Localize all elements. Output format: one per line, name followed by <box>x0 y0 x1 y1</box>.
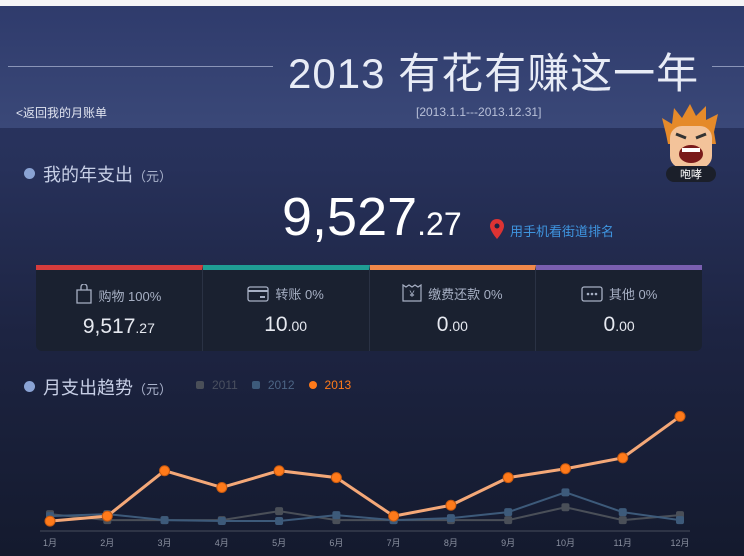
divider <box>8 66 273 67</box>
data-point[interactable] <box>101 510 113 522</box>
receipt-icon: ¥ <box>402 283 422 302</box>
x-tick-label: 3月 <box>158 538 172 548</box>
data-point[interactable] <box>159 465 171 477</box>
series-line-2012 <box>49 491 681 523</box>
trend-heading: 月支出趋势（元） <box>24 374 172 400</box>
location-pin-icon <box>490 219 504 239</box>
data-point[interactable] <box>216 481 228 493</box>
data-point[interactable] <box>559 463 571 475</box>
data-point[interactable] <box>44 515 56 527</box>
annual-heading: 我的年支出（元） <box>24 161 172 187</box>
data-point[interactable] <box>618 508 627 517</box>
data-point[interactable] <box>617 452 629 464</box>
category-bills[interactable]: ¥ 缴费还款 0% 0.00 <box>369 265 537 351</box>
x-tick-label: 1月 <box>43 538 57 548</box>
header-band <box>0 6 744 128</box>
data-point[interactable] <box>561 488 570 497</box>
x-tick-label: 6月 <box>329 538 343 548</box>
data-point[interactable] <box>275 507 284 516</box>
category-transfer[interactable]: 转账 0% 10.00 <box>202 265 370 351</box>
data-point[interactable] <box>504 516 513 525</box>
back-link[interactable]: <返回我的月账单 <box>16 106 108 120</box>
mascot-button[interactable]: 咆哮 <box>660 104 722 186</box>
page-title: 2013 有花有赚这一年 <box>288 50 700 97</box>
annual-total: 9,527.27 <box>282 187 462 247</box>
monthly-trend-chart: 1月 2月 3月 4月 5月 6月 7月 8月 9月 10月 11月 12月 <box>40 410 690 548</box>
data-point[interactable] <box>332 511 341 520</box>
more-icon <box>581 286 603 302</box>
x-tick-label: 7月 <box>387 538 401 548</box>
x-tick-label: 5月 <box>272 538 286 548</box>
category-summary: 购物 100% 9,517.27 转账 0% 10.00 ¥ 缴费还款 0% 0.… <box>36 265 702 351</box>
mascot-face-icon: 咆哮 <box>662 104 718 182</box>
svg-text:¥: ¥ <box>409 289 416 299</box>
series-line-2013 <box>49 415 681 523</box>
data-point[interactable] <box>445 499 457 511</box>
data-point[interactable] <box>217 517 226 526</box>
data-point[interactable] <box>446 514 455 523</box>
legend-2013[interactable]: 2013 <box>308 378 351 392</box>
data-point[interactable] <box>275 517 284 526</box>
card-icon <box>247 286 270 302</box>
shopping-bag-icon <box>76 283 93 304</box>
category-shopping[interactable]: 购物 100% 9,517.27 <box>36 265 203 351</box>
divider <box>712 66 744 67</box>
x-tick-label: 8月 <box>444 538 458 548</box>
category-other[interactable]: 其他 0% 0.00 <box>536 265 702 351</box>
data-point[interactable] <box>561 503 570 512</box>
x-tick-label: 12月 <box>670 538 689 548</box>
data-point[interactable] <box>676 516 684 525</box>
data-point[interactable] <box>160 516 169 525</box>
svg-text:咆哮: 咆哮 <box>680 167 702 181</box>
legend-2011[interactable]: 2011 <box>196 378 238 392</box>
x-tick-label: 9月 <box>501 538 515 548</box>
data-point[interactable] <box>618 516 627 525</box>
data-point[interactable] <box>502 472 514 484</box>
x-tick-label: 11月 <box>614 538 632 548</box>
street-rank-link[interactable]: 用手机看街道排名 <box>490 219 614 241</box>
x-tick-label: 2月 <box>100 538 114 548</box>
legend-2012[interactable]: 2012 <box>251 378 295 392</box>
x-tick-label: 10月 <box>556 538 575 548</box>
data-point[interactable] <box>330 472 342 484</box>
date-range: [2013.1.1---2013.12.31] <box>416 105 542 119</box>
data-point[interactable] <box>273 465 285 477</box>
top-strip <box>0 0 744 6</box>
data-point[interactable] <box>504 508 513 517</box>
chart-legend: 2011 2012 2013 <box>196 378 351 392</box>
data-point[interactable] <box>674 410 686 422</box>
data-point[interactable] <box>388 510 400 522</box>
x-tick-label: 4月 <box>215 538 229 548</box>
